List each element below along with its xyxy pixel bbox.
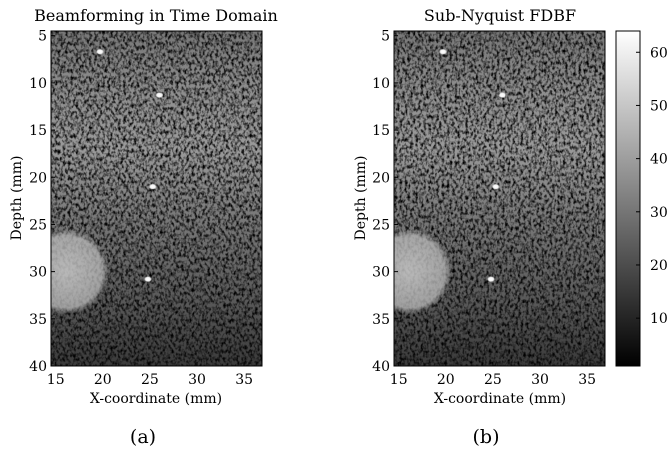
panel-b-caption: (b) [473, 426, 500, 448]
y-tick-label: 30 [29, 265, 47, 281]
y-tick-label: 5 [38, 29, 47, 45]
y-tick-label: 20 [29, 170, 47, 186]
panel-a: Beamforming in Time Domain 15 20 25 30 35 5 1… [9, 6, 278, 448]
point-scatterer [148, 183, 157, 190]
x-tick-label: 35 [578, 372, 596, 388]
x-tick-label: 25 [141, 372, 159, 388]
panel-b-frame [393, 30, 606, 367]
y-tick-label: 5 [381, 29, 390, 45]
colorbar-tick-label: 40 [650, 152, 668, 168]
panel-a-frame [50, 30, 263, 367]
panel-a-image [51, 31, 262, 366]
panel-a-x-ticks: 15 20 25 30 35 [47, 362, 253, 388]
point-scatterer [438, 48, 447, 55]
x-tick-label: 20 [94, 372, 112, 388]
point-scatterer [491, 183, 500, 190]
cyst-region [394, 229, 452, 315]
y-tick-label: 35 [372, 312, 390, 328]
x-tick-label: 15 [47, 372, 65, 388]
y-tick-label: 25 [29, 217, 47, 233]
colorbar-ticks: 10 20 30 40 50 60 [636, 45, 668, 327]
panel-b: Sub-Nyquist FDBF 15 20 25 30 35 5 10 15 20 25 30 3… [353, 6, 606, 448]
panel-b-xlabel: X-coordinate (mm) [434, 391, 566, 407]
panel-a-xlabel: X-coordinate (mm) [90, 391, 222, 407]
colorbar-gradient [615, 30, 641, 367]
colorbar-tick-label: 30 [650, 205, 668, 221]
panel-a-scatterers [51, 48, 164, 315]
colorbar-tick-label: 20 [650, 258, 668, 274]
point-scatterer [155, 92, 164, 99]
panel-a-title: Beamforming in Time Domain [34, 6, 278, 25]
point-scatterer [144, 276, 153, 283]
y-tick-label: 25 [372, 217, 390, 233]
colorbar-tick-label: 60 [650, 45, 668, 61]
x-tick-label: 35 [235, 372, 253, 388]
panel-b-title: Sub-Nyquist FDBF [424, 6, 576, 25]
panel-b-scatterers [394, 48, 507, 315]
x-tick-label: 25 [484, 372, 502, 388]
cyst-region [51, 229, 109, 315]
x-tick-label: 20 [437, 372, 455, 388]
point-scatterer [487, 276, 496, 283]
y-tick-label: 10 [372, 76, 390, 92]
y-tick-label: 30 [372, 265, 390, 281]
panel-b-ylabel: Depth (mm) [353, 155, 369, 240]
y-tick-label: 10 [29, 76, 47, 92]
point-scatterer [498, 92, 507, 99]
y-tick-label: 40 [29, 359, 47, 375]
panel-b-x-ticks: 15 20 25 30 35 [390, 362, 596, 388]
panel-a-caption: (a) [130, 426, 156, 448]
panel-b-image [394, 31, 605, 366]
y-tick-label: 20 [372, 170, 390, 186]
x-tick-label: 30 [188, 372, 206, 388]
y-tick-label: 35 [29, 312, 47, 328]
panel-a-y-ticks: 5 10 15 20 25 30 35 40 [29, 29, 55, 375]
y-tick-label: 15 [372, 123, 390, 139]
panel-b-y-ticks: 5 10 15 20 25 30 35 40 [372, 29, 398, 375]
point-scatterer [95, 48, 104, 55]
panel-a-ylabel: Depth (mm) [9, 155, 25, 240]
colorbar-tick-label: 50 [650, 98, 668, 114]
x-tick-label: 30 [531, 372, 549, 388]
y-tick-label: 40 [372, 359, 390, 375]
y-tick-label: 15 [29, 123, 47, 139]
x-tick-label: 15 [390, 372, 408, 388]
colorbar-tick-label: 10 [650, 311, 668, 327]
colorbar: 10 20 30 40 50 60 [615, 30, 668, 367]
